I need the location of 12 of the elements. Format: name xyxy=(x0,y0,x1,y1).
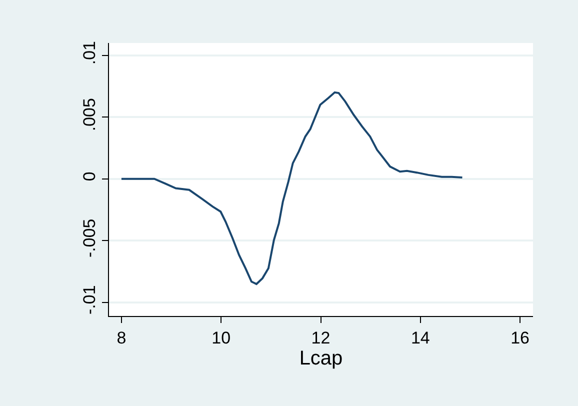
x-tick-label: 14 xyxy=(410,328,430,348)
y-tick-label: 0 xyxy=(80,172,100,182)
y-tick-label: .005 xyxy=(80,98,100,132)
x-tick-label: 10 xyxy=(212,328,231,348)
line-series xyxy=(120,91,464,286)
y-tick-label: -.005 xyxy=(80,218,100,258)
x-tick-label: 16 xyxy=(510,328,530,348)
y-tick-label: -.01 xyxy=(80,285,100,315)
x-tick-label: 8 xyxy=(116,328,126,348)
x-tick-label: 12 xyxy=(311,328,330,348)
y-tick-label: .01 xyxy=(80,40,100,65)
x-axis-title: Lcap xyxy=(299,347,343,370)
